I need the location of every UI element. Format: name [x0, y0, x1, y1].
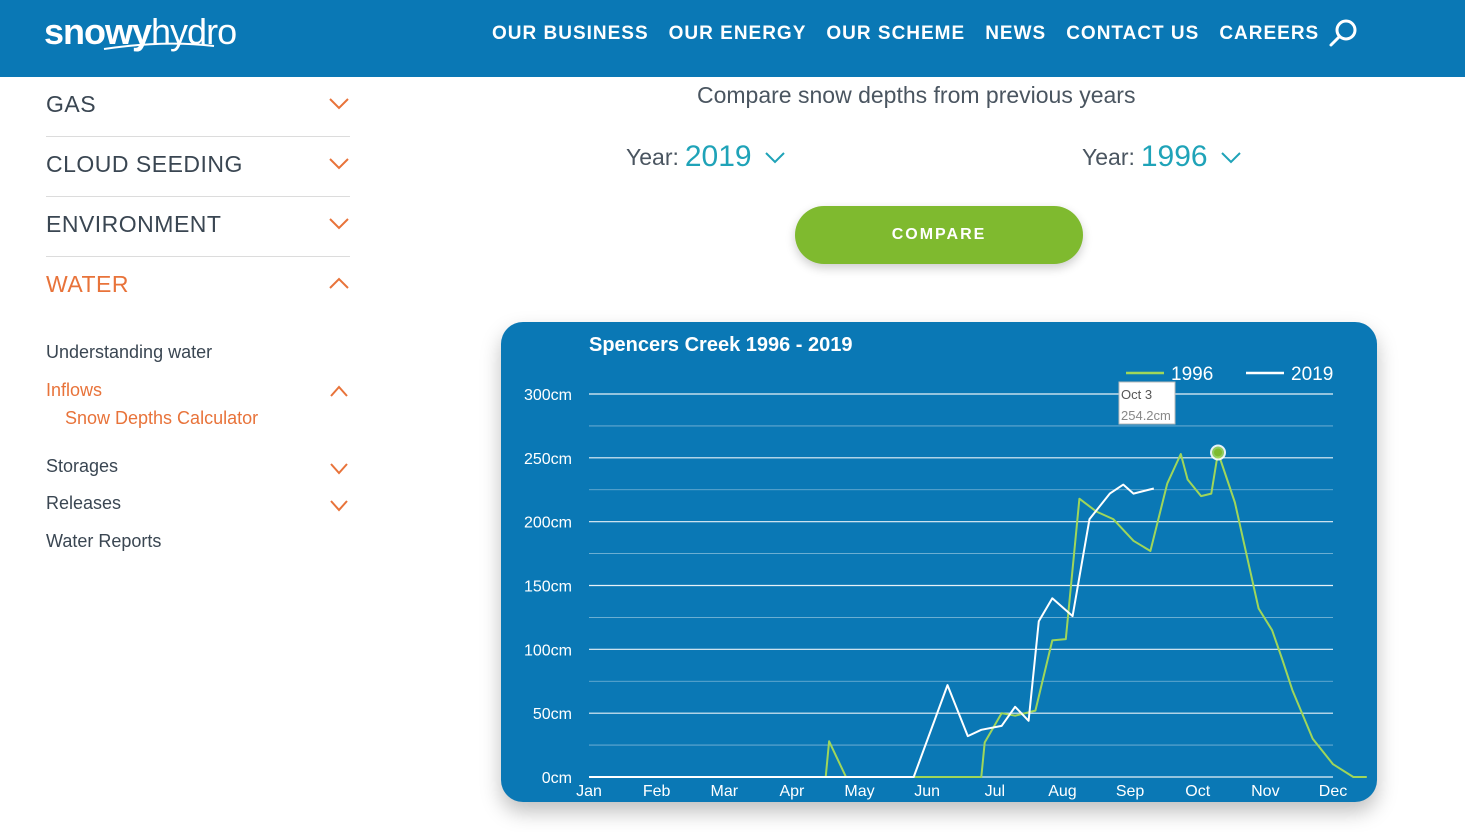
sidebar-item-releases[interactable]: Releases: [46, 493, 122, 513]
compare-button[interactable]: COMPARE: [795, 206, 1083, 264]
x-tick-label: Jul: [985, 783, 1005, 800]
highlight-point-center: [1214, 448, 1223, 457]
series-line-2019: [589, 483, 1155, 778]
year-value: 2019: [684, 140, 752, 173]
y-tick-label: 0cm: [542, 770, 572, 787]
tooltip-date: Oct 3: [1121, 387, 1152, 402]
x-tick-label: Feb: [643, 783, 671, 800]
sidebar-section-label: GAS: [46, 91, 97, 117]
nav-our-energy[interactable]: OUR ENERGY: [668, 23, 807, 44]
x-tick-label: Dec: [1319, 783, 1347, 800]
year-value: 1996: [1140, 140, 1208, 173]
x-tick-label: May: [844, 783, 874, 800]
x-tick-label: Sep: [1116, 783, 1145, 800]
logo[interactable]: snowyhydro: [44, 12, 237, 52]
sidebar-item-water-reports[interactable]: Water Reports: [46, 531, 162, 551]
year-label: Year:: [1082, 143, 1135, 170]
y-tick-label: 50cm: [533, 706, 572, 723]
sidebar: GAS CLOUD SEEDING ENVIRONMENT WATER: [46, 77, 350, 317]
sidebar-section-cloud-seeding[interactable]: CLOUD SEEDING: [46, 137, 350, 197]
chevron-down-icon: [329, 98, 349, 110]
tooltip-value: 254.2cm: [1121, 408, 1171, 423]
sidebar-section-label: CLOUD SEEDING: [46, 151, 243, 177]
year-select-b[interactable]: Year: 1996: [1082, 140, 1242, 174]
site-header: snowyhydro OUR BUSINESS OUR ENERGY OUR S…: [0, 0, 1465, 77]
year-label: Year:: [626, 143, 679, 170]
legend-label-2019: 2019: [1291, 364, 1333, 385]
nav-careers[interactable]: CAREERS: [1219, 23, 1320, 44]
sidebar-section-label: WATER: [46, 271, 129, 297]
sidebar-item-storages[interactable]: Storages: [46, 456, 119, 476]
year-select-a[interactable]: Year: 2019: [626, 140, 786, 174]
chevron-up-icon: [329, 277, 349, 289]
sidebar-section-environment[interactable]: ENVIRONMENT: [46, 197, 350, 257]
sidebar-item-understanding-water[interactable]: Understanding water: [46, 342, 213, 362]
nav-news[interactable]: NEWS: [985, 23, 1047, 44]
compare-title: Compare snow depths from previous years: [697, 82, 1136, 108]
y-tick-label: 300cm: [524, 387, 572, 404]
logo-swoosh-icon: [103, 42, 215, 50]
legend-label-1996: 1996: [1171, 364, 1213, 385]
chevron-down-icon[interactable]: [329, 498, 349, 512]
chevron-down-icon: [329, 158, 349, 170]
snow-depth-chart-card: Spencers Creek 1996 - 2019 0cm 50cm 100cm 15…: [501, 322, 1377, 802]
nav-contact-us[interactable]: CONTACT US: [1066, 23, 1200, 44]
nav-our-business[interactable]: OUR BUSINESS: [492, 23, 649, 44]
x-tick-label: Mar: [710, 783, 738, 800]
sidebar-section-gas[interactable]: GAS: [46, 77, 350, 137]
chevron-down-icon: [329, 218, 349, 230]
main-nav: OUR BUSINESS OUR ENERGY OUR SCHEME NEWS …: [492, 22, 1339, 46]
x-tick-label: Nov: [1251, 783, 1279, 800]
x-tick-label: Jan: [576, 783, 602, 800]
sidebar-section-water[interactable]: WATER: [46, 257, 350, 317]
chart-title: Spencers Creek 1996 - 2019: [589, 334, 853, 356]
sidebar-section-label: ENVIRONMENT: [46, 211, 222, 237]
y-tick-label: 100cm: [524, 642, 572, 659]
x-tick-label: Oct: [1185, 783, 1210, 800]
search-icon[interactable]: [1328, 18, 1360, 50]
chevron-down-icon: [1220, 152, 1241, 164]
chevron-down-icon[interactable]: [329, 461, 349, 475]
y-tick-label: 150cm: [524, 579, 572, 596]
tooltip-box: [1118, 381, 1176, 425]
y-tick-label: 250cm: [524, 451, 572, 468]
y-tick-label: 200cm: [524, 515, 572, 532]
x-tick-label: Jun: [914, 783, 940, 800]
x-tick-label: Apr: [779, 783, 805, 800]
nav-our-scheme[interactable]: OUR SCHEME: [826, 23, 966, 44]
snow-depth-chart[interactable]: Spencers Creek 1996 - 2019 0cm 50cm 100cm 15…: [501, 322, 1377, 802]
chevron-up-icon[interactable]: [329, 384, 349, 398]
x-tick-label: Aug: [1048, 783, 1076, 800]
sidebar-item-inflows[interactable]: Inflows: [46, 380, 103, 400]
series-line-1996: [589, 451, 1367, 778]
chevron-down-icon: [764, 152, 785, 164]
sidebar-item-snow-depths-calculator[interactable]: Snow Depths Calculator: [65, 408, 259, 428]
